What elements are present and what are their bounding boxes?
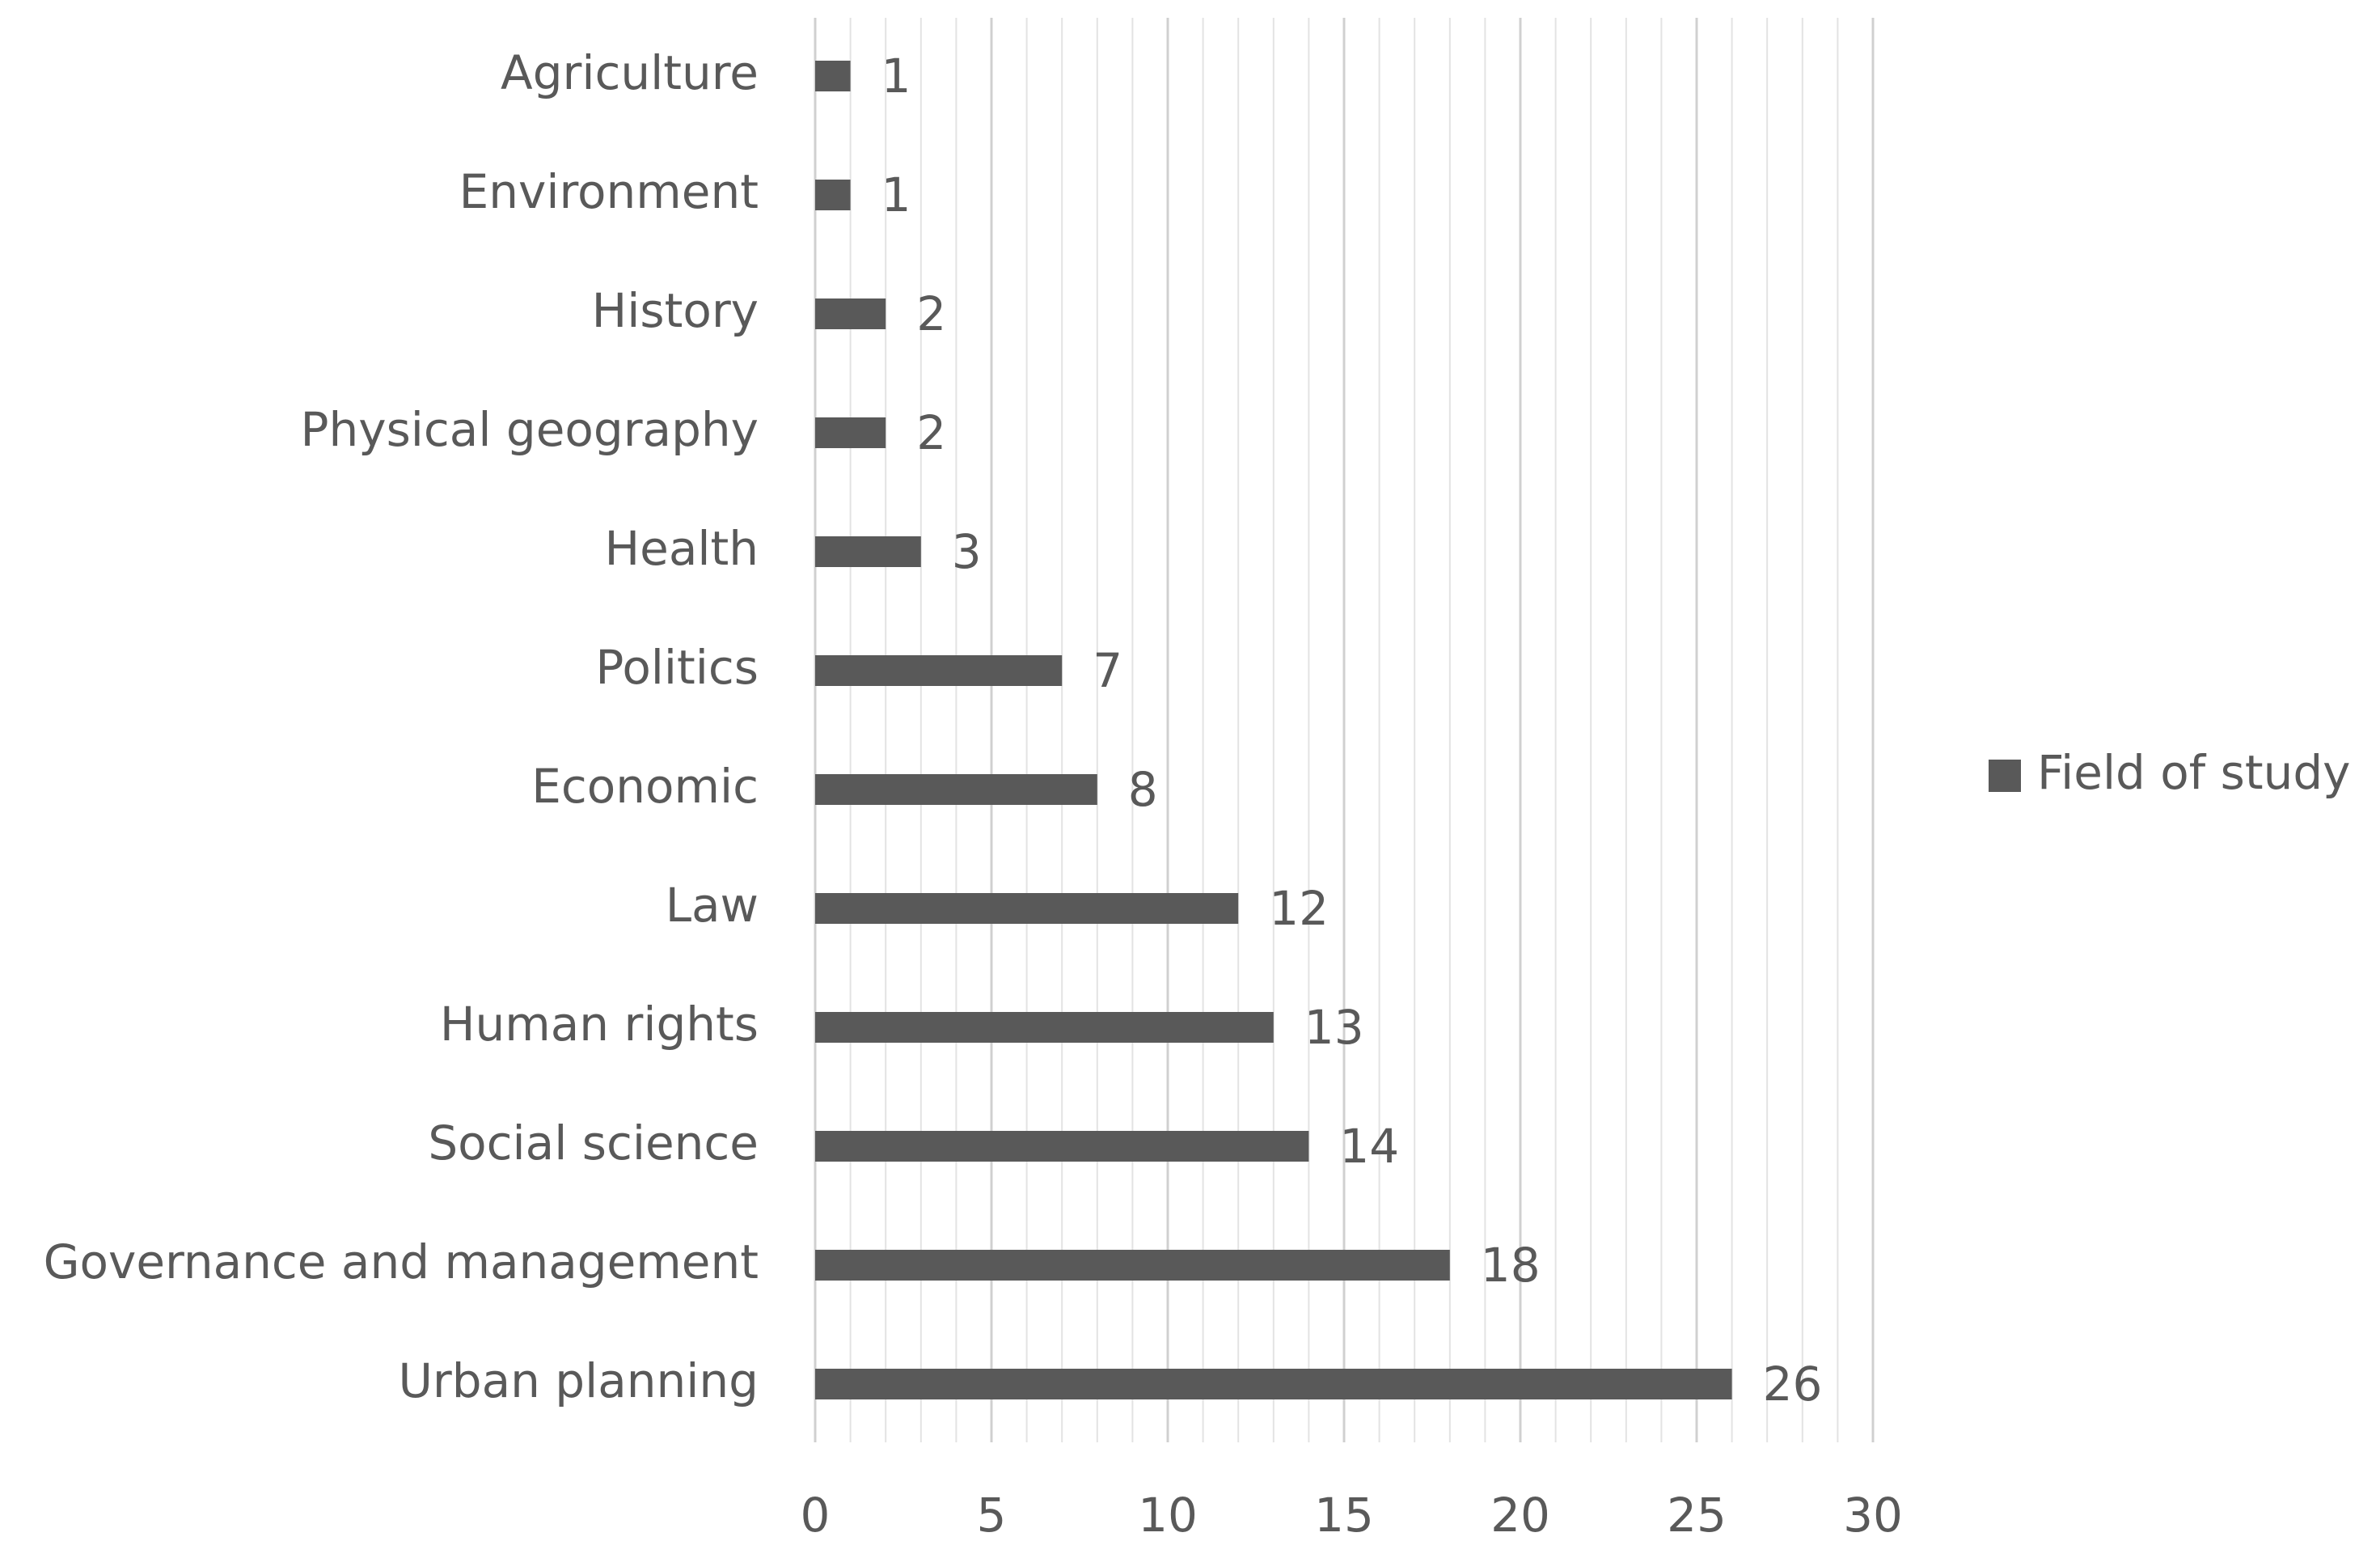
y-tick-label: Law [666,878,759,933]
data-label: 18 [1481,1238,1541,1293]
y-tick-label: Economic [531,759,759,814]
data-label: 26 [1763,1357,1823,1412]
y-tick-label: Health [605,521,759,576]
y-tick-label: Physical geography [301,402,759,457]
data-label: 13 [1304,1000,1364,1055]
data-label: 7 [1093,643,1122,698]
x-tick-label: 10 [1138,1488,1198,1543]
y-tick-label: Human rights [440,997,759,1052]
x-tick-label: 15 [1314,1488,1374,1543]
data-label: 1 [881,167,911,222]
bar [815,417,886,448]
data-label: 1 [881,49,911,104]
bar [815,1012,1274,1043]
data-label: 12 [1269,881,1329,936]
y-tick-label: Politics [595,640,759,695]
data-label: 2 [916,405,946,460]
bar [815,655,1063,686]
data-label: 14 [1339,1119,1399,1174]
bar [815,1369,1732,1399]
legend-swatch [1989,760,2021,792]
y-tick-label: Governance and management [44,1234,759,1289]
data-label: 8 [1128,762,1158,817]
data-label: 3 [952,524,982,579]
bar [815,1250,1450,1281]
y-tick-label: Urban planning [398,1353,759,1408]
bar [815,180,851,210]
x-tick-label: 25 [1667,1488,1727,1543]
y-tick-label: History [592,283,759,338]
y-tick-label: Social science [428,1116,759,1171]
bar [815,298,886,329]
bar [815,774,1097,805]
bar [815,61,851,91]
y-tick-label: Environment [459,164,759,219]
bar [815,1131,1309,1162]
x-tick-label: 5 [977,1488,1007,1543]
x-tick-label: 0 [801,1488,831,1543]
bar [815,536,921,567]
legend-label: Field of study [2037,745,2351,800]
x-tick-label: 20 [1490,1488,1550,1543]
data-label: 2 [916,286,946,341]
bar [815,893,1239,924]
y-tick-label: Agriculture [501,45,759,100]
x-tick-label: 30 [1843,1488,1903,1543]
